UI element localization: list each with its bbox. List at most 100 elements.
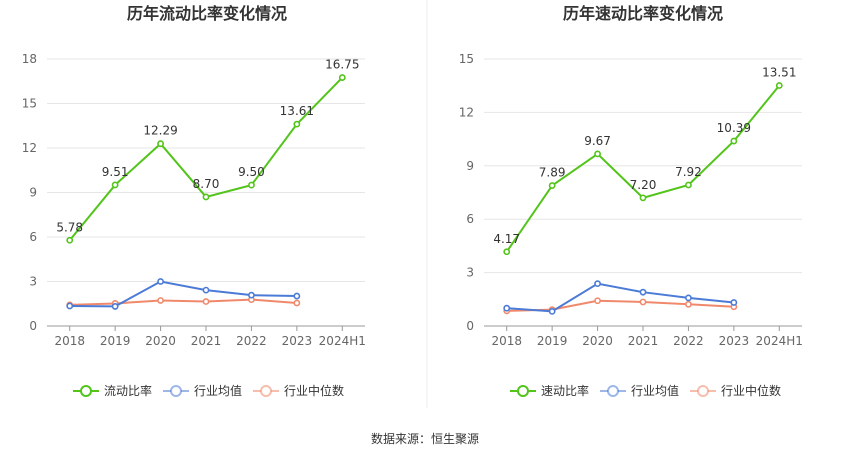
y-tick-label: 0	[466, 319, 474, 333]
data-point-main	[639, 194, 647, 202]
x-tick-label: 2019	[537, 334, 568, 348]
x-tick-label: 2020	[582, 334, 613, 348]
y-tick-label: 12	[459, 105, 474, 119]
data-point-avg	[111, 303, 119, 310]
x-tick-label: 2023	[282, 334, 313, 348]
legend-item-median[interactable]: 行业中位数	[690, 383, 781, 398]
data-point-median	[594, 297, 601, 305]
data-label: 7.92	[675, 165, 702, 179]
series-line-median	[506, 299, 734, 312]
series-line-median	[69, 298, 297, 306]
data-point-main	[248, 181, 255, 189]
y-tick-label: 9	[29, 186, 37, 200]
legend-item-main[interactable]: 流动比率	[73, 383, 152, 398]
y-tick-label: 0	[29, 319, 37, 333]
data-point-main	[503, 248, 511, 256]
data-point-avg	[503, 304, 511, 312]
data-label: 9.50	[238, 165, 265, 179]
data-point-main	[157, 140, 164, 148]
data-point-avg	[639, 288, 647, 296]
legend-label: 行业均值	[631, 383, 679, 398]
x-tick-label: 2020	[145, 334, 176, 348]
x-tick-label: 2018	[491, 334, 522, 348]
x-tick-label: 2024H1	[319, 334, 366, 348]
x-tick-label: 2019	[100, 334, 131, 348]
data-point-avg	[248, 291, 255, 299]
series-line-avg	[506, 282, 734, 313]
legend-marker-icon	[170, 385, 182, 397]
data-label: 10.39	[717, 121, 751, 135]
data-label: 16.75	[325, 58, 359, 72]
chart-title-quick-ratio: 历年速动比率变化情况	[563, 4, 723, 23]
legend-label: 行业中位数	[284, 383, 344, 398]
y-tick-label: 15	[459, 52, 474, 66]
data-point-main	[66, 236, 74, 244]
data-point-avg	[157, 278, 164, 285]
legend-label: 速动比率	[541, 383, 589, 398]
data-point-median	[202, 298, 210, 305]
chart-title-current-ratio: 历年流动比率变化情况	[127, 4, 287, 23]
y-tick-label: 6	[29, 230, 37, 244]
data-point-main	[111, 181, 119, 189]
legend-item-main[interactable]: 速动比率	[510, 383, 589, 398]
quick-ratio-chart: 0 3 6 9 12 15 2018 2019 2020 2021 2022 2023 2024H1 4.…	[459, 52, 803, 398]
data-point-main	[202, 193, 210, 201]
data-label: 4.17	[493, 232, 520, 246]
data-point-main	[685, 181, 692, 189]
data-point-avg	[202, 286, 210, 294]
data-label: 9.67	[584, 134, 611, 148]
data-source: 数据来源：恒生聚源	[371, 431, 479, 446]
series-line-avg	[69, 280, 297, 308]
x-tick-label: 2021	[191, 334, 222, 348]
legend-label: 行业均值	[194, 383, 242, 398]
data-label: 5.78	[56, 220, 83, 234]
legend-item-avg[interactable]: 行业均值	[600, 383, 679, 398]
legend-marker-icon	[517, 385, 529, 397]
y-tick-label: 12	[22, 141, 37, 155]
data-label: 8.70	[193, 177, 220, 191]
data-point-median	[685, 300, 692, 308]
data-point-main	[338, 74, 346, 81]
legend-marker-icon	[607, 385, 619, 397]
data-point-avg	[293, 292, 301, 300]
legend-marker-icon	[260, 385, 272, 397]
x-tick-label: 2023	[719, 334, 750, 348]
data-label: 7.20	[630, 178, 657, 192]
data-point-avg	[66, 302, 74, 310]
data-point-median	[293, 299, 301, 307]
data-point-median	[157, 297, 164, 304]
legend-label: 流动比率	[104, 383, 152, 398]
data-label: 9.51	[102, 165, 129, 179]
y-tick-label: 6	[466, 212, 474, 226]
x-tick-label: 2024H1	[756, 334, 803, 348]
data-point-avg	[730, 299, 738, 306]
x-tick-label: 2022	[236, 334, 267, 348]
y-tick-label: 18	[22, 52, 37, 66]
data-point-main	[293, 120, 301, 128]
legend-marker-icon	[697, 385, 709, 397]
data-label: 12.29	[143, 124, 177, 138]
data-point-median	[639, 298, 647, 306]
data-point-main	[730, 137, 738, 145]
data-label: 13.61	[280, 104, 314, 118]
y-tick-label: 3	[466, 266, 474, 280]
data-label: 7.89	[539, 166, 566, 180]
x-tick-label: 2021	[628, 334, 659, 348]
current-ratio-chart: 0 3 6 9 12 15 18 2018 2019 2020 2021 2022 2023 2024H1…	[22, 52, 366, 398]
legend-label: 行业中位数	[721, 383, 781, 398]
data-label: 13.51	[762, 66, 796, 80]
data-point-main	[548, 182, 556, 189]
data-point-avg	[548, 308, 556, 315]
x-tick-label: 2022	[673, 334, 704, 348]
data-point-main	[594, 150, 601, 158]
legend-item-median[interactable]: 行业中位数	[253, 383, 344, 398]
data-point-avg	[594, 280, 601, 288]
data-point-main	[775, 82, 783, 89]
series-line-main	[68, 76, 344, 241]
legend-marker-icon	[80, 385, 92, 397]
legend-item-avg[interactable]: 行业均值	[163, 383, 242, 398]
y-tick-label: 9	[466, 159, 474, 173]
y-tick-label: 15	[22, 97, 37, 111]
y-tick-label: 3	[29, 275, 37, 289]
